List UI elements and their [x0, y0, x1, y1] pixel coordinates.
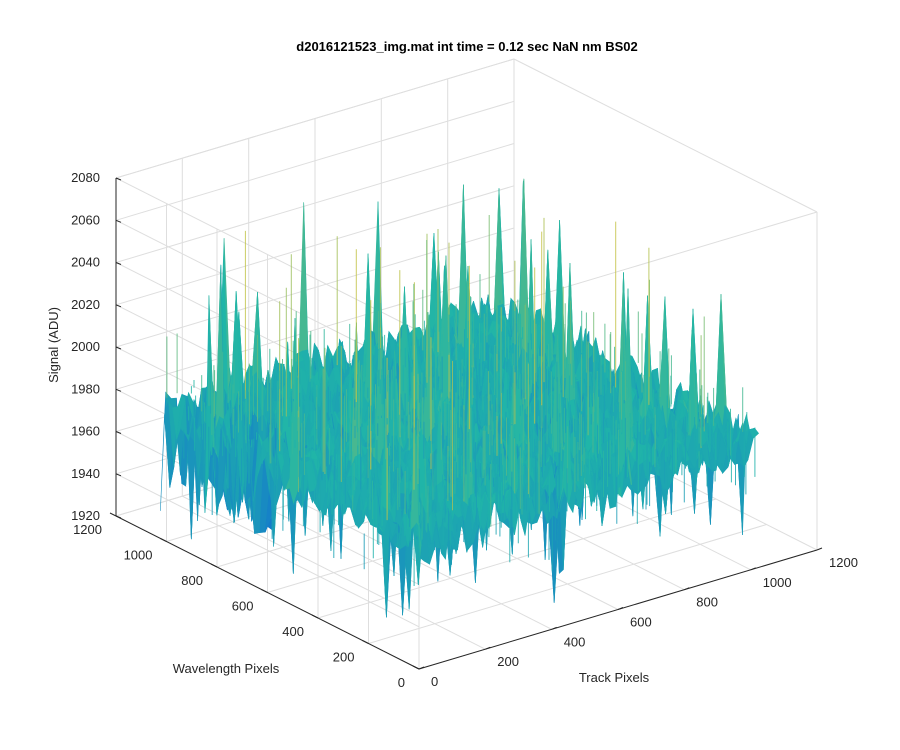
grid-line	[368, 524, 767, 644]
box-edge	[115, 58, 515, 179]
surface-plot	[160, 178, 760, 618]
grid-line	[317, 498, 717, 619]
box-edge	[513, 58, 818, 213]
box-edge	[418, 211, 818, 332]
chart-title: d2016121523_img.mat int time = 0.12 sec …	[296, 39, 637, 54]
